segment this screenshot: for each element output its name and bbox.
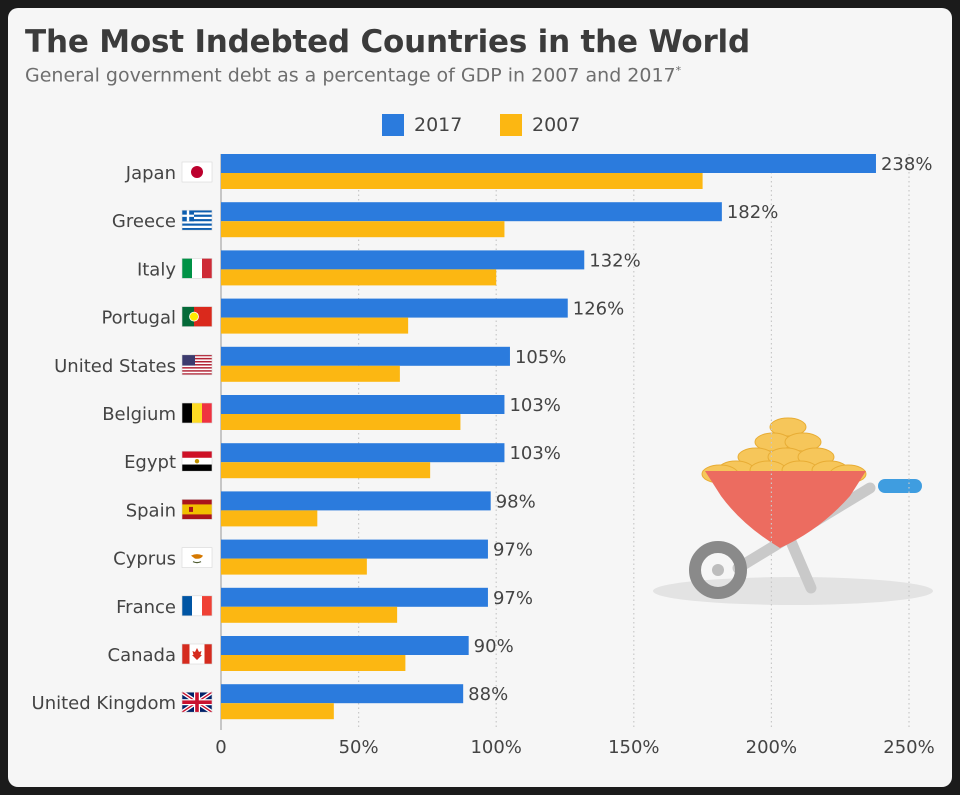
footnote-mark: * <box>675 64 682 77</box>
bar-2007-cyprus <box>221 558 367 575</box>
category-label-canada: Canada <box>108 645 177 666</box>
chart-subtitle: General government debt as a percentage … <box>25 64 681 86</box>
data-label-portugal: 126% <box>573 299 624 320</box>
belgium-flag <box>181 402 213 424</box>
bar-2017-italy <box>221 250 585 270</box>
category-label-japan: Japan <box>125 163 176 184</box>
canada-flag <box>181 643 213 665</box>
category-label-united-kingdom: United Kingdom <box>32 693 176 714</box>
france-flag <box>181 595 213 617</box>
legend-item-2007: 2007 <box>500 110 580 140</box>
japan-flag <box>181 161 213 183</box>
bar-2007-spain <box>221 510 318 527</box>
bar-2017-greece <box>221 202 722 222</box>
x-tick-label: 250% <box>883 737 934 758</box>
wheel-icon <box>689 541 747 599</box>
category-label-cyprus: Cyprus <box>113 549 176 570</box>
category-label-greece: Greece <box>112 211 176 232</box>
bar-2017-france <box>221 587 488 607</box>
greece-flag <box>181 209 213 231</box>
bar-2017-cyprus <box>221 539 488 559</box>
spain-flag <box>181 499 213 520</box>
bar-2007-united-states <box>221 365 400 382</box>
flags <box>180 161 214 714</box>
category-label-united-states: United States <box>54 356 176 377</box>
category-label-egypt: Egypt <box>124 452 176 473</box>
usa-flag <box>181 354 213 376</box>
wheelbarrow-illustration <box>653 417 933 605</box>
x-tick-label: 0 <box>215 737 226 758</box>
bar-2017-portugal <box>221 298 568 318</box>
bar-chart: 238% 182% 132% 126% 105% 103% 103% 98% 97% 97% 90%… <box>32 154 935 758</box>
bar-2017-canada <box>221 636 469 655</box>
bar-2017-egypt <box>221 443 505 463</box>
coin-icon <box>769 417 807 437</box>
data-label-japan: 238% <box>881 154 932 175</box>
bar-2017-united-kingdom <box>221 684 464 704</box>
bar-2007-belgium <box>221 414 461 430</box>
category-label-portugal: Portugal <box>101 308 176 329</box>
egypt-flag <box>181 450 213 472</box>
bar-2007-italy <box>221 269 497 286</box>
data-label-greece: 182% <box>727 202 778 223</box>
category-label-france: France <box>116 597 176 618</box>
bar-2007-united-kingdom <box>221 703 334 720</box>
category-label-belgium: Belgium <box>102 404 176 425</box>
bar-2007-egypt <box>221 462 431 479</box>
x-tick-label: 100% <box>470 737 521 758</box>
x-tick-label: 200% <box>746 737 797 758</box>
legend-label-2007: 2007 <box>532 114 581 136</box>
bar-2017-japan <box>221 154 876 173</box>
gridlines <box>220 154 910 730</box>
category-label-italy: Italy <box>137 259 176 280</box>
category-label-spain: Spain <box>126 500 176 521</box>
data-label-cyprus: 97% <box>493 540 533 561</box>
data-label-united-states: 105% <box>515 347 566 368</box>
bar-2007-portugal <box>221 317 409 334</box>
wheelbarrow-bucket <box>705 471 866 548</box>
legend-label-2017: 2017 <box>414 114 463 136</box>
legend-swatch-2007 <box>500 114 522 136</box>
x-axis: 0 50% 100% 150% 200% 250% <box>215 737 934 758</box>
cyprus-flag <box>181 547 213 568</box>
data-label-belgium: 103% <box>509 395 560 416</box>
bar-2007-greece <box>221 221 505 238</box>
wheel-hub <box>712 564 724 576</box>
bar-2017-spain <box>221 491 491 511</box>
legend-swatch-2017 <box>382 114 404 136</box>
handle-grip <box>878 479 922 493</box>
chart-card: The Most Indebted Countries in the World… <box>8 8 952 787</box>
data-label-egypt: 103% <box>509 443 560 464</box>
data-label-italy: 132% <box>589 250 640 271</box>
bars: 238% 182% 132% 126% 105% 103% 103% 98% 97% 97% 90%… <box>221 154 932 720</box>
chart-title: The Most Indebted Countries in the World <box>25 24 750 60</box>
italy-flag <box>181 258 213 279</box>
category-labels: Japan Greece Italy Portugal United States Bel… <box>32 163 177 714</box>
legend-item-2017: 2017 <box>382 110 462 140</box>
subtitle-text: General government debt as a percentage … <box>25 64 676 87</box>
data-label-spain: 98% <box>496 491 536 512</box>
legend: 2017 2007 <box>8 110 952 140</box>
bar-2017-united-states <box>221 346 510 366</box>
x-tick-label: 150% <box>608 737 659 758</box>
bar-2007-canada <box>221 655 406 671</box>
x-tick-label: 50% <box>339 737 379 758</box>
bar-2017-belgium <box>221 395 505 414</box>
portugal-flag <box>181 306 213 327</box>
data-label-canada: 90% <box>474 636 514 657</box>
uk-flag <box>180 690 214 714</box>
bar-2007-japan <box>221 173 703 189</box>
data-label-united-kingdom: 88% <box>468 684 508 705</box>
data-label-france: 97% <box>493 588 533 609</box>
bar-2007-france <box>221 606 398 623</box>
